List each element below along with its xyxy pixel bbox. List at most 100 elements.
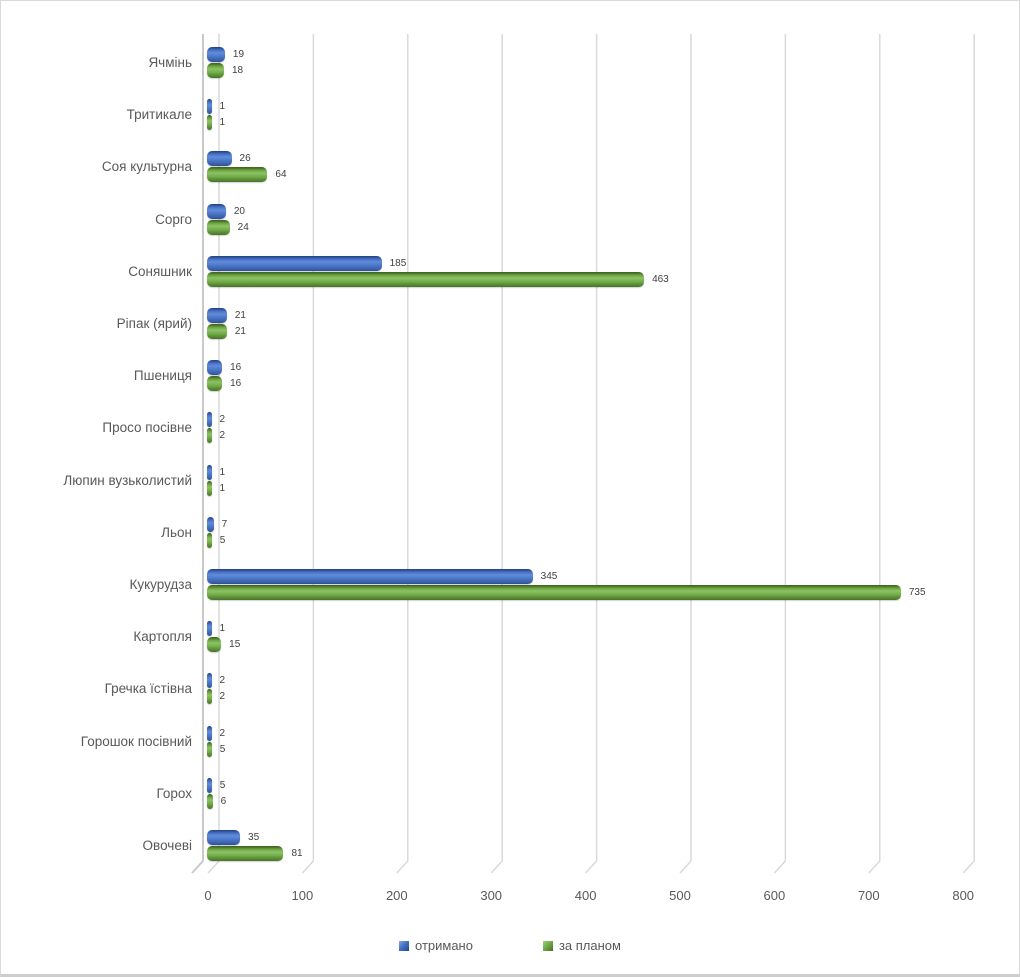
category-label-7: Пшениця (133, 368, 192, 384)
legend-swatch-icon (399, 940, 409, 951)
category-label-15: Горох (156, 785, 192, 801)
value-label-отримано-7: 16 (230, 362, 242, 374)
category-label-3: Соя культурна (101, 159, 192, 175)
category-label-9: Люпин вузьколистий (63, 472, 192, 488)
category-label-16: Овочеві (142, 838, 192, 853)
bar-отримано-16 (207, 830, 241, 845)
value-label-за планом-10: 5 (219, 534, 226, 546)
bar-за планом-10 (207, 532, 212, 548)
value-label-за планом-1: 18 (231, 65, 244, 76)
value-label-за планом-12: 15 (229, 639, 241, 651)
category-axis-foot (191, 860, 204, 874)
category-label-6: Ріпак (ярий) (116, 316, 192, 331)
bar-отримано-15 (207, 777, 212, 793)
x-tick-label-100: 100 (291, 888, 314, 903)
bar-за планом-12 (207, 637, 222, 653)
bar-отримано-8 (207, 412, 212, 428)
x-tick-label-300: 300 (480, 888, 503, 903)
bar-отримано-12 (207, 621, 212, 637)
category-label-13: Гречка їстівна (104, 681, 192, 697)
category-label-10: Льон (161, 524, 192, 540)
category-label-2: Тритикале (126, 107, 192, 123)
gridline-foot-700 (868, 860, 881, 874)
category-label-5: Соняшник (128, 263, 192, 279)
value-label-за планом-6: 21 (234, 326, 246, 337)
gridline-foot-600 (773, 860, 786, 874)
legend-swatch-icon (542, 940, 553, 951)
bar-отримано-13 (207, 673, 212, 689)
x-tick-label-0: 0 (204, 888, 212, 903)
value-label-отримано-9: 1 (219, 466, 226, 478)
value-label-отримано-6: 21 (234, 310, 246, 321)
bar-отримано-5 (207, 255, 382, 271)
value-label-отримано-14: 2 (219, 727, 226, 739)
category-label-1: Ячмінь (148, 55, 192, 70)
gridline-foot-800 (962, 860, 975, 874)
value-label-отримано-4: 20 (233, 205, 245, 217)
x-tick-label-700: 700 (857, 888, 880, 903)
bar-отримано-7 (207, 360, 223, 376)
gridline-foot-300 (490, 860, 503, 874)
value-label-за планом-5: 463 (652, 273, 669, 285)
bar-за планом-11 (207, 585, 901, 600)
value-label-отримано-13: 2 (219, 675, 226, 687)
bar-за планом-1 (207, 63, 224, 78)
value-label-за планом-7: 16 (230, 378, 242, 390)
bar-за планом-8 (207, 428, 212, 444)
value-label-за планом-11: 735 (908, 587, 926, 598)
value-label-за планом-13: 2 (219, 691, 226, 703)
legend: отримано за планом (1, 938, 1019, 953)
bar-за планом-13 (207, 689, 212, 705)
bar-отримано-2 (207, 99, 212, 115)
value-label-отримано-15: 5 (219, 779, 226, 791)
bar-за планом-9 (207, 480, 212, 496)
value-label-за планом-3: 64 (275, 169, 287, 181)
bar-за планом-7 (207, 376, 223, 392)
value-label-отримано-2: 1 (219, 101, 226, 113)
legend-item-отримано: отримано (399, 938, 473, 953)
x-tick-label-200: 200 (385, 888, 408, 903)
value-label-отримано-11: 345 (540, 571, 558, 582)
legend-label: за планом (558, 938, 621, 953)
bar-за планом-2 (207, 115, 212, 131)
value-label-отримано-10: 7 (221, 518, 228, 530)
category-label-11: Кукурудза (129, 577, 192, 592)
value-label-отримано-3: 26 (239, 153, 251, 165)
value-label-за планом-14: 5 (219, 743, 226, 755)
bar-за планом-5 (207, 271, 645, 287)
gridline-foot-500 (679, 860, 692, 874)
x-tick-label-400: 400 (574, 888, 597, 903)
bar-отримано-4 (207, 203, 226, 219)
bar-за планом-14 (207, 741, 212, 757)
bar-за планом-16 (207, 846, 284, 861)
category-label-8: Просо посівне (102, 420, 192, 436)
category-label-4: Сорго (155, 211, 192, 227)
value-label-за планом-2: 1 (219, 117, 226, 129)
value-label-отримано-8: 2 (219, 414, 226, 426)
gridline-foot-200 (396, 860, 409, 874)
category-label-14: Горошок посівний (80, 733, 192, 749)
bar-отримано-11 (207, 569, 533, 584)
bar-отримано-3 (207, 151, 232, 167)
bar-отримано-1 (207, 47, 225, 62)
value-label-отримано-16: 35 (248, 832, 260, 843)
x-tick-label-600: 600 (763, 888, 786, 903)
x-tick-label-500: 500 (669, 888, 691, 903)
legend-label: отримано (415, 938, 473, 953)
value-label-за планом-15: 6 (220, 795, 227, 807)
bar-за планом-4 (207, 219, 230, 235)
value-label-отримано-12: 1 (219, 623, 226, 635)
value-label-за планом-4: 24 (237, 221, 249, 233)
bar-отримано-10 (207, 516, 214, 532)
x-tick-label-800: 800 (952, 888, 975, 903)
bar-отримано-14 (207, 725, 212, 741)
gridline-foot-100 (301, 860, 314, 874)
category-label-12: Картопля (133, 629, 192, 645)
value-label-за планом-8: 2 (219, 430, 226, 442)
legend-item-за планом: за планом (542, 938, 621, 953)
gridline-foot-400 (585, 860, 598, 874)
gridline-foot-0 (207, 860, 220, 874)
bar-отримано-9 (207, 464, 212, 480)
value-label-отримано-1: 19 (232, 49, 245, 60)
